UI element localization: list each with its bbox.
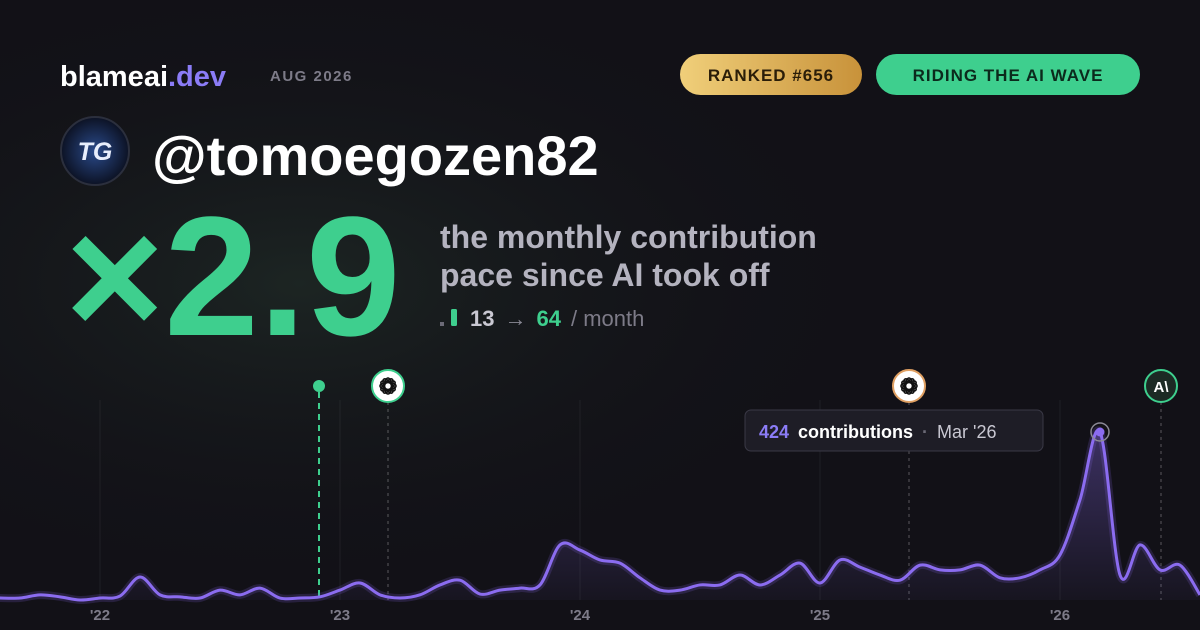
brand-tld: .dev: [168, 61, 226, 93]
line: [0, 428, 1200, 602]
pace: 13 → 64 / month: [470, 306, 644, 331]
tooltip-text: 424 contributions · Mar '26: [759, 422, 997, 442]
pace-unit: / month: [571, 306, 644, 331]
chart: '22 '23 '24 '25 '26 A\ 424 contributions · Mar '2…: [0, 369, 1200, 624]
avatar: [60, 116, 130, 186]
event-icon: [892, 369, 926, 403]
event-icon-label: A\: [1154, 379, 1170, 396]
pace-icon: [451, 309, 457, 326]
peak-ring: [1090, 422, 1110, 442]
pace-arrow: →: [504, 306, 526, 331]
x-tick-label: '23: [330, 607, 350, 624]
rank-badge: [680, 54, 862, 95]
description-line: the monthly contribution: [440, 219, 817, 255]
username: @tomoegozen82: [152, 124, 599, 187]
x-tick-label: '24: [570, 607, 591, 624]
event-icon: [1144, 369, 1178, 403]
rank-badge-text: RANKED #656: [708, 66, 834, 85]
x-tick-label: '22: [90, 607, 110, 624]
area: [0, 430, 1200, 601]
x-tick-label: '25: [810, 607, 830, 624]
tooltip-value: 424: [759, 422, 789, 442]
pace-after: 64: [536, 306, 561, 331]
avatar-text: TG: [78, 138, 113, 166]
wave-badge-text: RIDING THE AI WAVE: [913, 66, 1104, 85]
description-line: pace since AI took off: [440, 257, 770, 293]
pace-before: 13: [470, 306, 494, 331]
wave-badge: [876, 54, 1140, 95]
openai-knot: [380, 380, 396, 392]
brand: blameai.dev: [60, 61, 226, 93]
tooltip-date: Mar '26: [937, 422, 996, 442]
brand-name: blameai: [60, 61, 168, 93]
tooltip: [744, 409, 1044, 452]
event-dot: [313, 380, 325, 392]
openai-knot: [901, 380, 917, 392]
tooltip-label: contributions: [798, 422, 913, 442]
event-icon: [371, 369, 405, 403]
x-tick-label: '26: [1050, 607, 1070, 624]
pace-icon: [440, 322, 444, 326]
brand-date: AUG 2026: [270, 68, 353, 85]
multiplier: ×2.9: [65, 182, 401, 372]
tooltip-separator: ·: [922, 422, 928, 442]
peak-dot: [1095, 427, 1105, 437]
